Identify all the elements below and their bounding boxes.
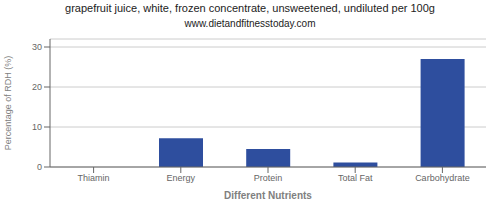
svg-text:Thiamin: Thiamin [78,173,110,183]
svg-text:Energy: Energy [167,173,196,183]
svg-text:Percentage of RDH (%): Percentage of RDH (%) [8,56,13,151]
html-text:www.dietandfitnesstoday.com: www.dietandfitnesstoday.com [184,18,316,29]
svg-text:Carbohydrate: Carbohydrate [415,173,470,183]
svg-text:30: 30 [32,42,42,52]
svg-text:10: 10 [32,122,42,132]
svg-text:Protein: Protein [254,173,283,183]
svg-text:Total Fat: Total Fat [338,173,373,183]
html-text:grapefruit juice, white, froze: grapefruit juice, white, frozen concentr… [65,2,435,14]
svg-text:0: 0 [37,162,42,172]
svg-text:20: 20 [32,82,42,92]
svg-text:Different Nutrients: Different Nutrients [224,190,312,200]
